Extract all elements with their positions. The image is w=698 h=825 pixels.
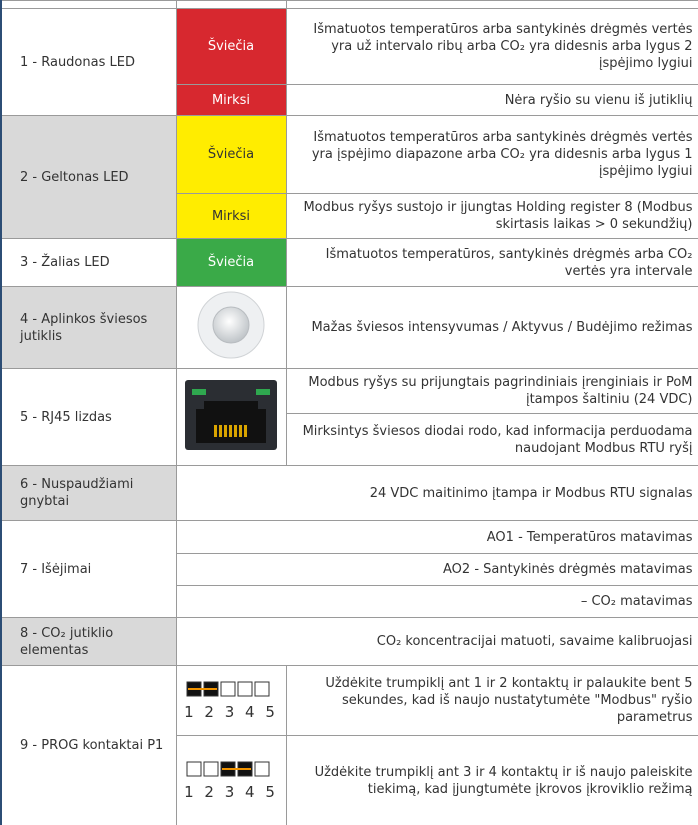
light-sensor-icon bbox=[197, 291, 265, 359]
description: Nėra ryšio su vienu iš jutiklių bbox=[285, 84, 698, 116]
jumper-cell: 1 2 3 4 5 bbox=[175, 735, 287, 825]
row-label: 3 - Žalias LED bbox=[0, 238, 177, 287]
led-state: Šviečia bbox=[175, 238, 287, 287]
jumper-1-2 bbox=[186, 681, 270, 696]
row-label: 1 - Raudonas LED bbox=[0, 8, 177, 116]
description: Išmatuotos temperatūros, santykinės drėg… bbox=[285, 238, 698, 287]
row-label: 6 - Nuspaudžiami gnybtai bbox=[0, 465, 177, 521]
row-label: 8 - CO₂ jutiklio elementas bbox=[0, 617, 177, 666]
description: Uždėkite trumpiklį ant 3 ir 4 kontaktų i… bbox=[285, 735, 698, 825]
pin-numbers: 1 2 3 4 5 bbox=[184, 782, 278, 801]
description: Išmatuotos temperatūros arba santykinės … bbox=[285, 8, 698, 85]
description: Modbus ryšys sustojo ir įjungtas Holding… bbox=[285, 193, 698, 239]
jumper-3-4 bbox=[186, 761, 270, 776]
description: 24 VDC maitinimo įtampa ir Modbus RTU si… bbox=[175, 465, 698, 521]
description: Mirksintys šviesos diodai rodo, kad info… bbox=[285, 413, 698, 466]
led-state: Mirksi bbox=[175, 84, 287, 116]
rj45-icon bbox=[185, 379, 277, 450]
jumper-cell: 1 2 3 4 5 bbox=[175, 665, 287, 736]
pin-numbers: 1 2 3 4 5 bbox=[184, 702, 278, 721]
row-label: 4 - Aplinkos šviesos jutiklis bbox=[0, 286, 177, 369]
rj45-image-cell bbox=[175, 368, 287, 466]
description: AO2 - Santykinės drėgmės matavimas bbox=[175, 553, 698, 586]
led-state: Mirksi bbox=[175, 193, 287, 239]
description: Mažas šviesos intensyvumas / Aktyvus / B… bbox=[285, 286, 698, 369]
row-label: 7 - Išėjimai bbox=[0, 520, 177, 618]
row-label: 5 - RJ45 lizdas bbox=[0, 368, 177, 466]
led-state: Šviečia bbox=[175, 8, 287, 85]
description: Modbus ryšys su prijungtais pagrindiniai… bbox=[285, 368, 698, 414]
description: Uždėkite trumpiklį ant 1 ir 2 kontaktų i… bbox=[285, 665, 698, 736]
description: AO1 - Temperatūros matavimas bbox=[175, 520, 698, 554]
description: CO₂ koncentracijai matuoti, savaime kali… bbox=[175, 617, 698, 666]
description: Išmatuotos temperatūros arba santykinės … bbox=[285, 115, 698, 194]
row-label: 2 - Geltonas LED bbox=[0, 115, 177, 239]
description: – CO₂ matavimas bbox=[175, 585, 698, 618]
row-label: 9 - PROG kontaktai P1 bbox=[0, 665, 177, 825]
sensor-image-cell bbox=[175, 286, 287, 369]
led-state: Šviečia bbox=[175, 115, 287, 194]
